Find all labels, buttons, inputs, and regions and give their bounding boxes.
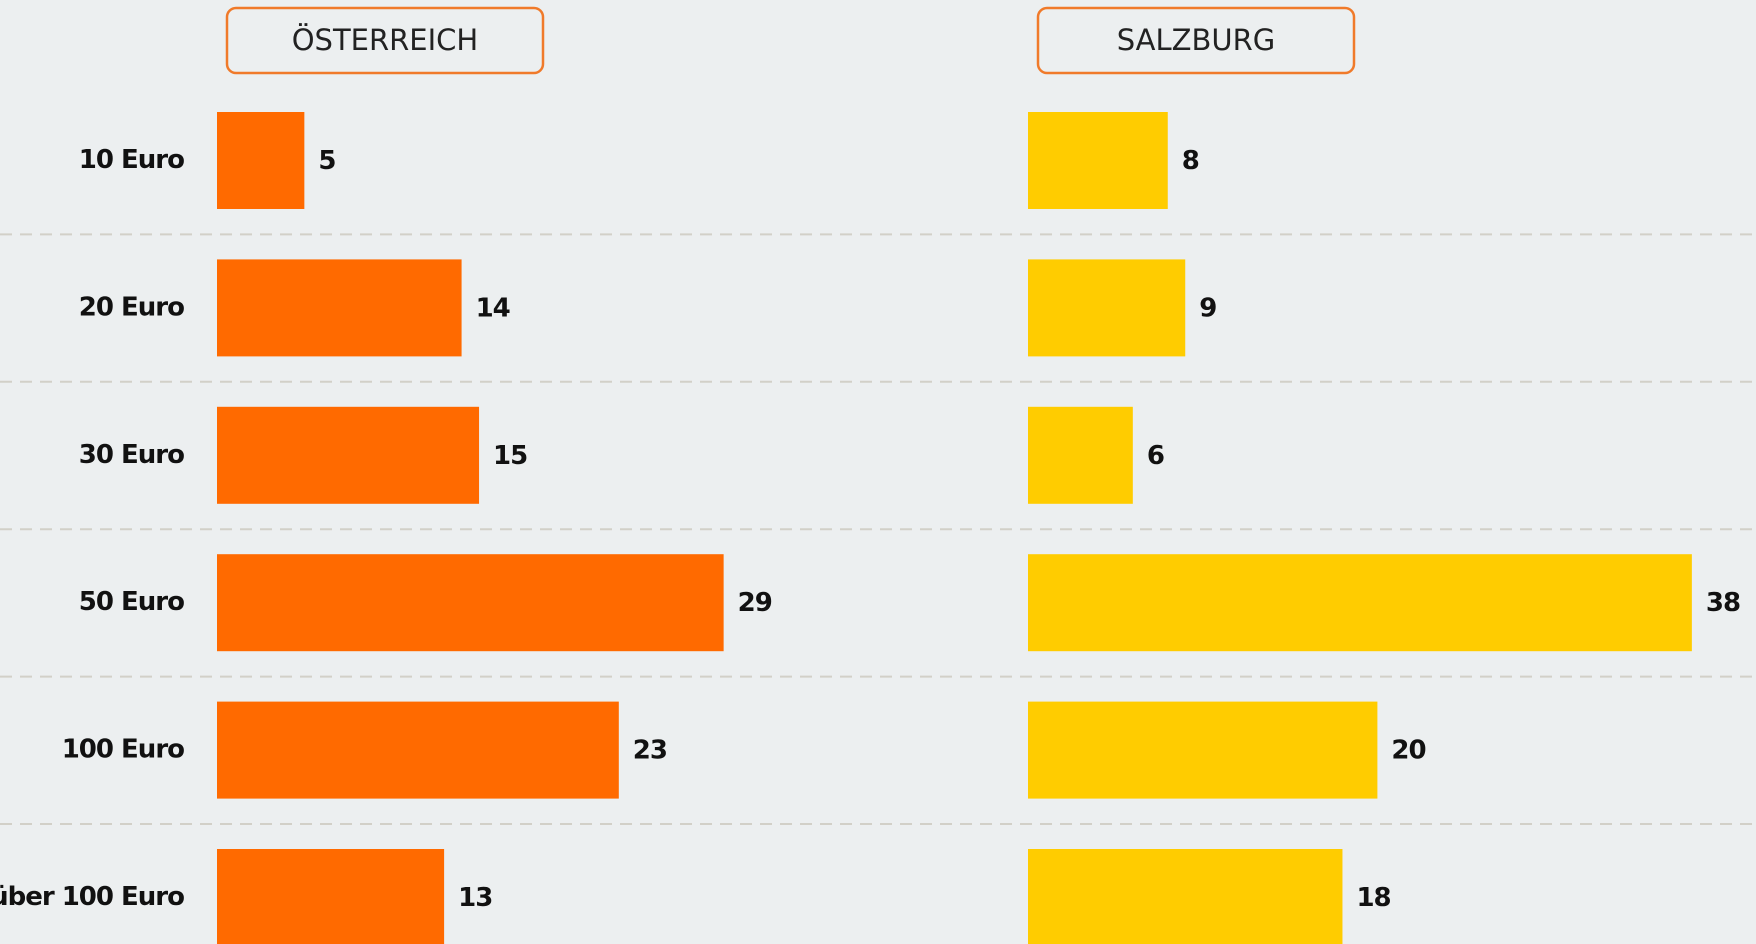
panel-header-box — [225, 6, 545, 75]
panel-header-box — [1036, 6, 1356, 75]
bar — [1028, 554, 1692, 652]
bar — [217, 406, 480, 504]
value-label: 9 — [1199, 293, 1216, 323]
value-label: 20 — [1391, 736, 1425, 766]
bar — [217, 849, 445, 944]
panel-header: SALZBURG — [1117, 23, 1276, 57]
value-label: 15 — [493, 441, 527, 471]
value-label: 14 — [476, 293, 510, 323]
value-label: 13 — [458, 883, 492, 913]
category-label: 100 Euro — [62, 735, 184, 765]
bar — [1028, 701, 1378, 799]
bar — [217, 259, 462, 357]
category-label: 30 Euro — [79, 440, 184, 470]
value-label: 5 — [318, 146, 335, 176]
panel-header: ÖSTERREICH — [292, 23, 479, 57]
category-label: 10 Euro — [79, 145, 184, 175]
bar — [217, 112, 305, 209]
category-label: 20 Euro — [79, 292, 184, 322]
value-label: 23 — [633, 736, 667, 766]
value-label: 29 — [738, 588, 772, 618]
bar — [217, 701, 619, 799]
bar — [1028, 406, 1133, 504]
value-label: 8 — [1182, 146, 1199, 176]
bar — [1028, 112, 1168, 209]
bar — [217, 554, 724, 652]
value-label: 38 — [1706, 588, 1740, 618]
bar — [1028, 849, 1343, 944]
bar — [1028, 259, 1186, 357]
value-label: 6 — [1147, 441, 1164, 471]
category-label: über 100 Euro — [0, 882, 184, 912]
value-label: 18 — [1356, 883, 1390, 913]
category-label: 50 Euro — [79, 587, 184, 617]
